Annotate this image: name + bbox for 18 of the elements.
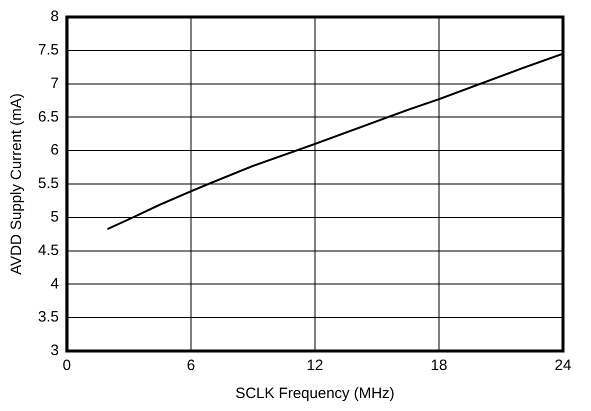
y-tick-label: 4.5	[38, 242, 59, 259]
y-tick-label: 4	[50, 275, 59, 292]
x-tick-label: 18	[430, 357, 448, 374]
y-tick-label: 6.5	[38, 108, 59, 126]
y-tick-label: 7.5	[38, 42, 59, 59]
x-tick-label: 0	[62, 357, 72, 374]
y-tick-label: 6	[50, 142, 59, 159]
y-tick-label: 3.5	[38, 308, 59, 326]
y-tick-label: 3	[50, 342, 59, 360]
y-tick-label: 5	[50, 208, 59, 226]
y-axis-title: AVDD Supply Current (mA)	[8, 93, 26, 275]
y-tick-label: 8	[50, 8, 59, 26]
x-tick-label: 6	[186, 357, 196, 374]
x-tick-label: 24	[554, 357, 572, 374]
y-tick-label: 7	[50, 74, 59, 92]
x-axis-title: SCLK Frequency (MHz)	[235, 385, 395, 402]
x-tick-label: 12	[306, 357, 324, 374]
y-tick-label: 5.5	[38, 175, 59, 192]
